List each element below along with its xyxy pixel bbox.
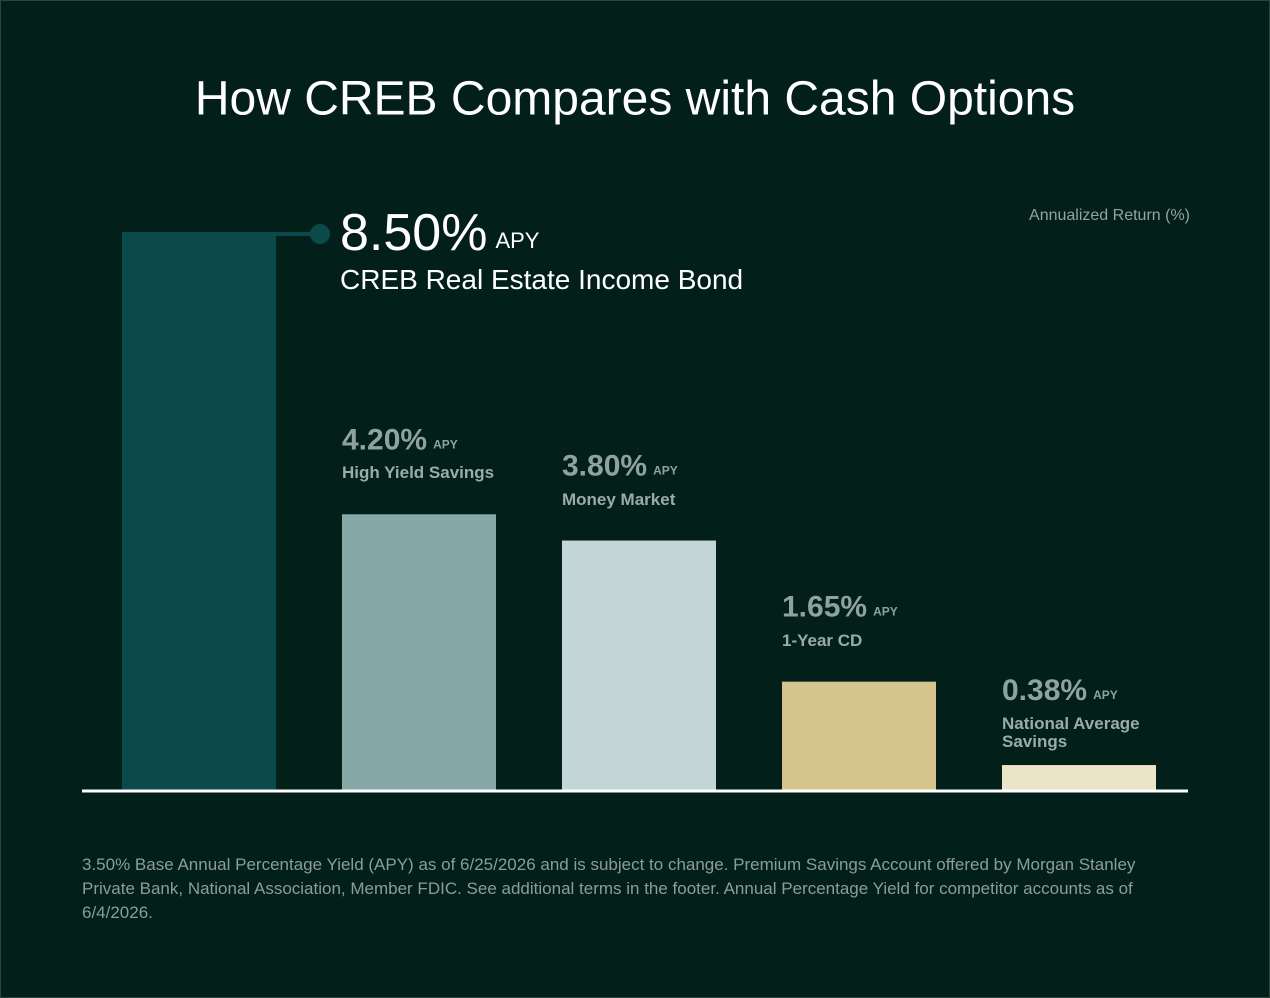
category-box: National Average Savings bbox=[1002, 715, 1140, 752]
value-text: 1.65% bbox=[782, 591, 867, 624]
value-suffix: APY bbox=[495, 228, 539, 253]
category-label: 1-Year CD bbox=[782, 631, 863, 650]
value-suffix: APY bbox=[873, 605, 898, 619]
bar bbox=[122, 232, 276, 790]
category-label: National Average Savings bbox=[1002, 715, 1140, 752]
category-label: Money Market bbox=[562, 490, 676, 509]
value-text: 3.80% bbox=[562, 449, 647, 482]
value-suffix: APY bbox=[653, 464, 678, 478]
category-box: CREB Real Estate Income Bond bbox=[340, 264, 744, 295]
connector-dot bbox=[310, 224, 330, 244]
value-text: 8.50% bbox=[340, 204, 487, 262]
bar bbox=[782, 681, 936, 790]
y-axis-label: Annualized Return (%) bbox=[1029, 207, 1190, 224]
footnote: 3.50% Base Annual Percentage Yield (APY)… bbox=[82, 855, 1136, 922]
value-suffix: APY bbox=[433, 437, 458, 451]
category-label: CREB Real Estate Income Bond bbox=[340, 264, 744, 295]
value-label: 1.65% APY bbox=[782, 591, 898, 624]
bar bbox=[1002, 765, 1156, 790]
bar bbox=[562, 540, 716, 790]
value-text: 4.20% bbox=[342, 423, 427, 456]
category-box: Money Market bbox=[562, 490, 676, 509]
value-label: 0.38% APY bbox=[1002, 674, 1118, 707]
chart-title: How CREB Compares with Cash Options bbox=[195, 73, 1075, 126]
category-box: High Yield Savings bbox=[342, 464, 495, 483]
bar bbox=[342, 514, 496, 790]
value-label: 4.20% APY bbox=[342, 423, 458, 456]
value-text: 0.38% bbox=[1002, 674, 1087, 707]
category-label: High Yield Savings bbox=[342, 464, 495, 483]
value-label: 8.50% APY bbox=[340, 204, 540, 262]
value-suffix: APY bbox=[1093, 688, 1118, 702]
value-label: 3.80% APY bbox=[562, 449, 678, 482]
category-box: 1-Year CD bbox=[782, 631, 863, 650]
